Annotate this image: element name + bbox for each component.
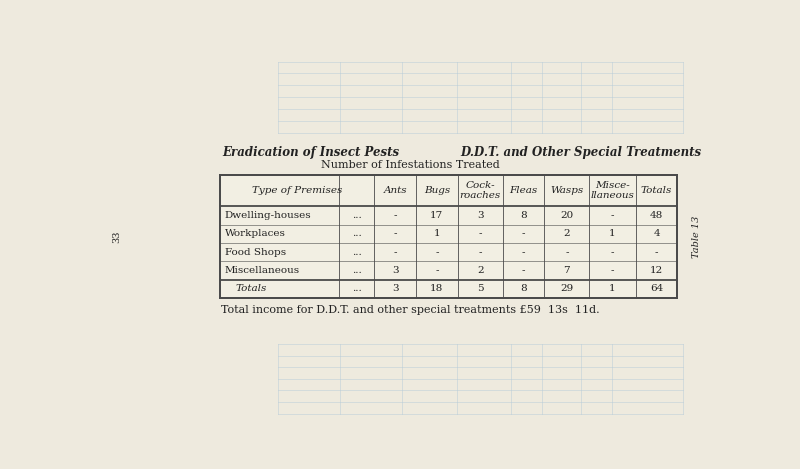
Text: Total income for D.D.T. and other special treatments £59  13s  11d.: Total income for D.D.T. and other specia…	[221, 304, 599, 315]
Text: Dwelling-houses: Dwelling-houses	[225, 211, 311, 220]
Text: 1: 1	[609, 229, 616, 238]
Text: 3: 3	[477, 211, 483, 220]
Text: 4: 4	[653, 229, 660, 238]
Text: -: -	[610, 211, 614, 220]
Text: 48: 48	[650, 211, 663, 220]
Text: -: -	[478, 229, 482, 238]
Text: D.D.T. and Other Special Treatments: D.D.T. and Other Special Treatments	[460, 146, 701, 159]
Text: -: -	[394, 229, 397, 238]
Text: 3: 3	[392, 284, 398, 294]
Text: Food Shops: Food Shops	[225, 248, 286, 257]
Text: 33: 33	[113, 231, 122, 243]
Text: Cock-
roaches: Cock- roaches	[459, 181, 501, 200]
Text: Misce-
llaneous: Misce- llaneous	[590, 181, 634, 200]
Text: Bugs: Bugs	[424, 186, 450, 195]
Text: 20: 20	[560, 211, 574, 220]
Text: ...: ...	[352, 266, 362, 275]
Text: 7: 7	[564, 266, 570, 275]
Text: 8: 8	[520, 211, 527, 220]
Text: Fleas: Fleas	[510, 186, 538, 195]
Text: -: -	[478, 248, 482, 257]
Text: 1: 1	[434, 229, 440, 238]
Text: Totals: Totals	[641, 186, 672, 195]
Bar	[220, 175, 678, 298]
Text: ...: ...	[352, 248, 362, 257]
Text: -: -	[565, 248, 569, 257]
Text: -: -	[394, 248, 397, 257]
Text: Totals: Totals	[236, 284, 267, 294]
Text: Wasps: Wasps	[550, 186, 583, 195]
Text: 29: 29	[560, 284, 574, 294]
Text: 64: 64	[650, 284, 663, 294]
Text: -: -	[435, 266, 438, 275]
Text: Ants: Ants	[383, 186, 407, 195]
Text: 5: 5	[477, 284, 483, 294]
Text: -: -	[522, 229, 526, 238]
Text: -: -	[610, 266, 614, 275]
Text: Eradication of Insect Pests: Eradication of Insect Pests	[222, 146, 399, 159]
Text: Table 13: Table 13	[692, 216, 702, 258]
Text: 2: 2	[564, 229, 570, 238]
Text: Type of Premises: Type of Premises	[252, 186, 342, 195]
Text: Miscellaneous: Miscellaneous	[225, 266, 300, 275]
Text: -: -	[522, 248, 526, 257]
Text: ...: ...	[352, 211, 362, 220]
Text: 1: 1	[609, 284, 616, 294]
Text: 18: 18	[430, 284, 443, 294]
Text: -: -	[654, 248, 658, 257]
Text: 12: 12	[650, 266, 663, 275]
Text: Number of Infestations Treated: Number of Infestations Treated	[321, 160, 499, 170]
Text: ...: ...	[352, 284, 362, 294]
Text: -: -	[522, 266, 526, 275]
Text: Workplaces: Workplaces	[225, 229, 286, 238]
Text: -: -	[610, 248, 614, 257]
Text: 3: 3	[392, 266, 398, 275]
Text: 2: 2	[477, 266, 483, 275]
Text: ...: ...	[352, 229, 362, 238]
Text: -: -	[394, 211, 397, 220]
Text: 17: 17	[430, 211, 443, 220]
Text: -: -	[435, 248, 438, 257]
Text: 8: 8	[520, 284, 527, 294]
